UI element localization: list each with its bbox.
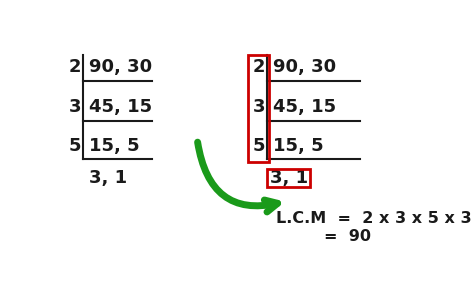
Bar <box>247 56 268 162</box>
Bar <box>267 169 310 187</box>
Text: 45, 15: 45, 15 <box>273 98 336 116</box>
Text: 3, 1: 3, 1 <box>270 169 308 187</box>
Text: 5: 5 <box>69 137 81 155</box>
Text: 90, 30: 90, 30 <box>89 58 152 76</box>
Text: 45, 15: 45, 15 <box>89 98 152 116</box>
Text: 15, 5: 15, 5 <box>89 137 139 155</box>
Text: 15, 5: 15, 5 <box>273 137 324 155</box>
Text: 3: 3 <box>253 98 265 116</box>
Text: =  90: = 90 <box>324 229 371 244</box>
Text: 90, 30: 90, 30 <box>273 58 336 76</box>
Text: 3, 1: 3, 1 <box>89 169 127 187</box>
Text: 2: 2 <box>253 58 265 76</box>
FancyArrowPatch shape <box>198 142 278 212</box>
Text: 3: 3 <box>69 98 81 116</box>
Text: 5: 5 <box>253 137 265 155</box>
Text: 2: 2 <box>69 58 81 76</box>
Text: L.C.M  =  2 x 3 x 5 x 3: L.C.M = 2 x 3 x 5 x 3 <box>276 211 472 226</box>
